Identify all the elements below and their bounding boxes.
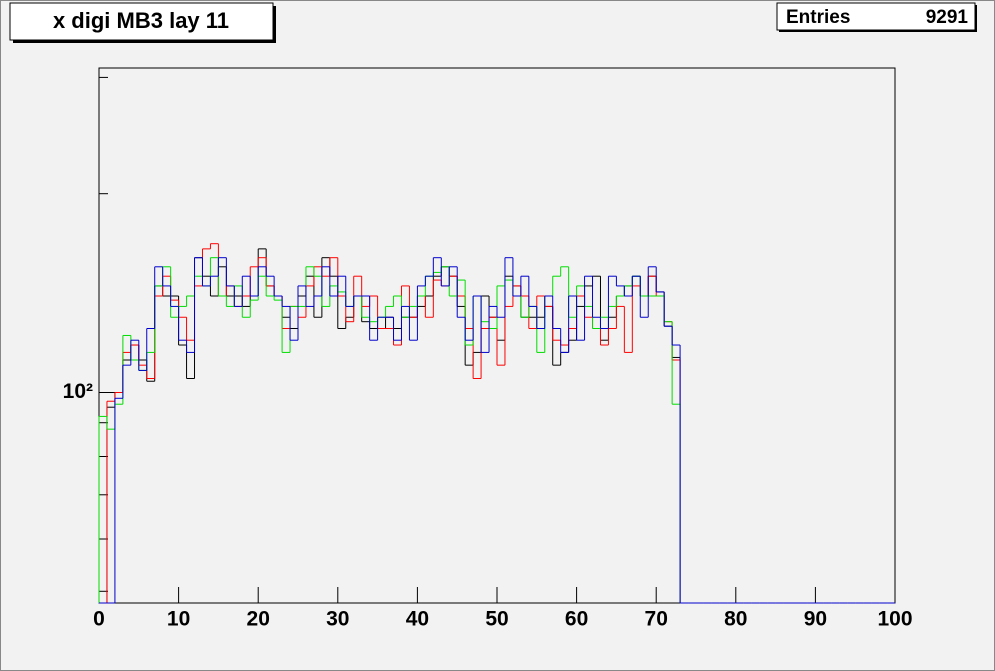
y-tick-label: 10² <box>63 380 93 403</box>
x-tick-label: 90 <box>804 608 827 631</box>
x-tick-label: 60 <box>565 608 588 631</box>
stats-label: Entries <box>786 7 850 28</box>
chart-title: x digi MB3 lay 11 <box>53 8 229 33</box>
title-box <box>9 2 274 41</box>
x-tick-label: 0 <box>93 608 105 631</box>
x-tick-label: 70 <box>645 608 668 631</box>
stats-value: 9291 <box>926 7 969 28</box>
x-tick-label: 50 <box>485 608 508 631</box>
stats-box <box>776 2 976 31</box>
x-tick-label: 20 <box>247 608 270 631</box>
x-tick-label: 10 <box>167 608 190 631</box>
x-tick-label: 30 <box>326 608 349 631</box>
x-tick-label: 80 <box>724 608 747 631</box>
x-tick-label: 40 <box>406 608 429 631</box>
x-tick-label: 100 <box>877 608 912 631</box>
